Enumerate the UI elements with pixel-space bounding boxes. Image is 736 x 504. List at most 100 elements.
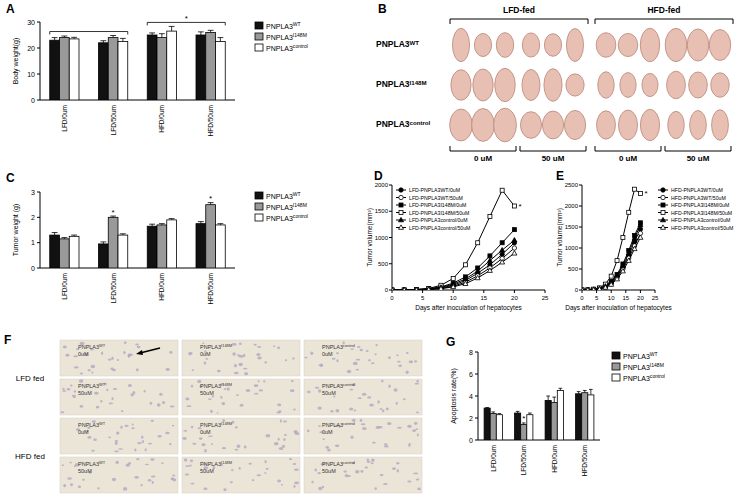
bracket xyxy=(50,32,128,35)
nucleus xyxy=(123,351,125,354)
nucleus xyxy=(239,342,242,345)
nucleus xyxy=(417,488,421,491)
nucleus xyxy=(217,370,221,372)
legend-marker xyxy=(399,195,403,199)
y-axis xyxy=(582,185,583,290)
label-sup: control xyxy=(343,343,355,348)
x-tick-label: 25 xyxy=(652,295,659,301)
label-sup: control xyxy=(410,119,431,126)
nucleus xyxy=(349,389,353,391)
nucleus xyxy=(360,470,363,473)
nucleus xyxy=(417,433,419,436)
nucleus xyxy=(116,431,119,434)
micrograph xyxy=(304,457,422,493)
series-line xyxy=(392,190,514,290)
nucleus xyxy=(172,478,176,481)
label-sup: I148M xyxy=(293,32,307,38)
micrograph xyxy=(182,340,300,376)
x-tick-label: LFD/50um xyxy=(110,105,117,135)
nucleus xyxy=(257,356,262,359)
nucleus xyxy=(416,380,418,383)
point xyxy=(592,287,596,290)
point xyxy=(451,284,456,288)
nucleus xyxy=(279,447,283,450)
cell-dose: 50uM xyxy=(322,468,336,474)
point xyxy=(603,285,608,289)
point xyxy=(427,287,431,290)
nucleus xyxy=(259,389,263,391)
nucleus xyxy=(283,421,287,423)
nucleus xyxy=(366,350,369,352)
y-tick xyxy=(389,263,392,264)
nucleus xyxy=(91,371,93,373)
x-axis-label: Days after inoculation of hepatocytes xyxy=(565,304,672,312)
nucleus xyxy=(358,397,362,399)
error-bar xyxy=(552,397,556,403)
nucleus xyxy=(74,390,76,392)
nucleus xyxy=(120,425,122,428)
tumor-photo xyxy=(473,69,493,101)
tumor-photo xyxy=(542,111,563,139)
legend-marker xyxy=(661,217,666,221)
nucleus xyxy=(367,396,371,398)
tumor-photo xyxy=(520,112,541,139)
nucleus xyxy=(239,355,244,358)
nucleus xyxy=(307,391,311,393)
point xyxy=(582,288,584,290)
nucleus xyxy=(369,404,374,407)
nucleus xyxy=(223,488,226,491)
bar xyxy=(99,244,109,268)
nucleus xyxy=(354,409,357,411)
nucleus xyxy=(137,346,141,349)
nucleus xyxy=(182,437,186,440)
nucleus xyxy=(414,360,417,362)
nucleus xyxy=(293,409,296,411)
annotation: * xyxy=(644,189,647,198)
nucleus xyxy=(243,368,248,370)
nucleus xyxy=(252,479,254,481)
cell-label: PNPLA3control xyxy=(322,382,355,390)
point xyxy=(500,241,504,245)
nucleus xyxy=(152,481,154,484)
bar xyxy=(99,43,109,100)
nucleus xyxy=(280,419,282,422)
label-sup: WT xyxy=(99,343,106,348)
y-axis xyxy=(40,192,41,268)
bar xyxy=(216,225,226,268)
nucleus xyxy=(361,423,366,425)
tumor-photo xyxy=(564,110,585,139)
legend-label: HFD-PNPLA3I148M/50uM xyxy=(671,210,732,216)
x-tick-label: LFD/0um xyxy=(61,105,68,132)
dose-label: 50 uM xyxy=(687,154,710,163)
nucleus xyxy=(234,449,238,451)
nucleus xyxy=(116,461,119,464)
legend-marker xyxy=(399,217,404,221)
x-tick-label: LFD/0um xyxy=(490,445,497,472)
cell-dose: 50uM xyxy=(200,390,214,396)
nucleus xyxy=(60,411,64,413)
arrow xyxy=(140,348,160,353)
y-tick xyxy=(579,248,582,249)
nucleus xyxy=(408,443,410,445)
tumor-photo xyxy=(597,111,616,139)
nucleus xyxy=(294,481,299,484)
nucleus xyxy=(350,436,353,439)
nucleus xyxy=(161,462,163,464)
nucleus xyxy=(315,469,317,472)
label-sup: control xyxy=(343,460,355,465)
nucleus xyxy=(386,407,389,410)
tumor-photo xyxy=(665,28,687,61)
nucleus xyxy=(281,484,283,486)
legend-label: PNPLA3WT xyxy=(266,191,301,200)
nucleus xyxy=(263,380,265,382)
nucleus xyxy=(254,393,259,395)
label-base: PNPLA3 xyxy=(266,204,293,211)
label-sup: control xyxy=(343,382,355,387)
nucleus xyxy=(199,437,203,440)
nucleus xyxy=(145,464,149,466)
legend-label: HFD-PNPLA3I148M/0uM xyxy=(671,202,729,208)
nucleus xyxy=(96,406,99,409)
point xyxy=(626,250,631,254)
lines xyxy=(582,187,643,290)
error-bar xyxy=(120,38,126,41)
